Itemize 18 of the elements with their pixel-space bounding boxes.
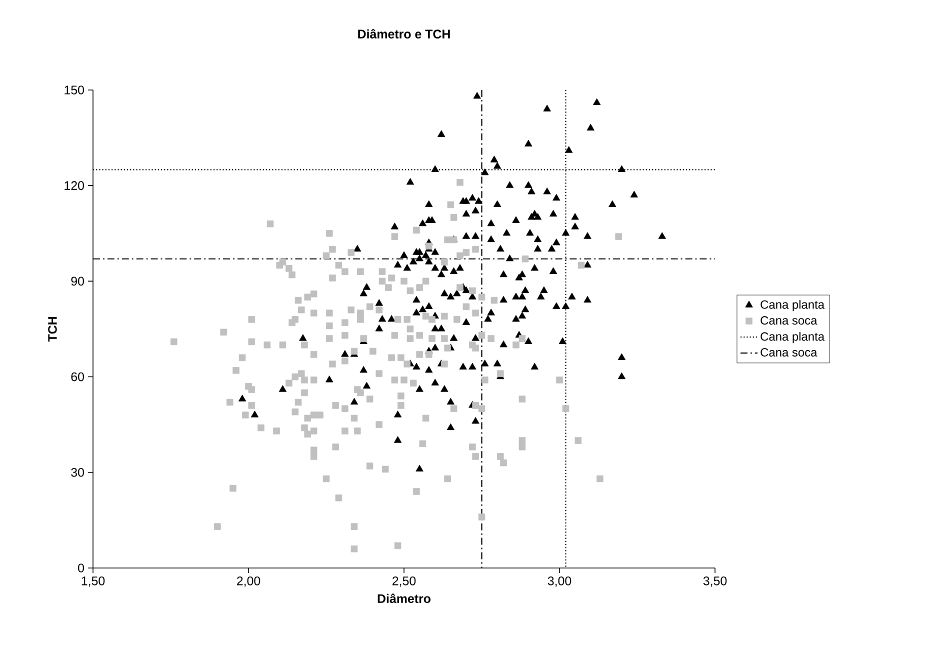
legend-label: Cana soca [760,348,818,357]
legend-label: Cana planta [760,300,825,312]
y-axis-title: TCH [48,317,57,342]
y-tick-label: 0 [78,564,84,572]
chart-title: Diâmetro e TCH [358,29,450,38]
x-tick-label: 1,50 [82,576,105,587]
x-tick-label: 3,00 [548,576,572,587]
legend-label: Cana planta [760,332,825,344]
x-tick-label: 2,00 [237,576,260,587]
y-tick-label: 120 [64,181,84,190]
y-tick-label: 90 [71,276,84,286]
y-tick-label: 150 [64,86,84,94]
x-axis-title: Diâmetro [378,594,431,604]
legend-label: Cana soca [760,316,818,325]
x-tick-label: 2,50 [392,576,416,587]
x-tick-label: 3,50 [703,576,727,587]
y-tick-label: 30 [71,468,84,477]
y-tick-label: 60 [71,372,84,382]
